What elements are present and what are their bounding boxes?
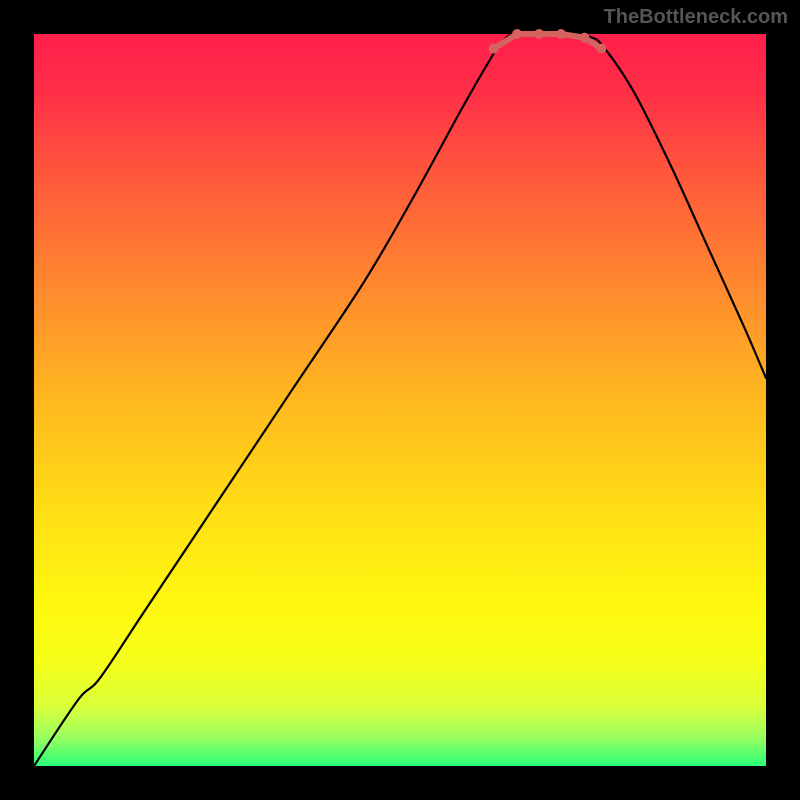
- chart-container: TheBottleneck.com: [0, 0, 800, 800]
- watermark-text: TheBottleneck.com: [604, 6, 788, 29]
- marker-dot: [512, 29, 522, 39]
- marker-dot: [534, 29, 544, 39]
- marker-dot: [579, 33, 589, 43]
- marker-dot: [596, 44, 606, 54]
- marker-dot: [556, 29, 566, 39]
- plot-background: [34, 34, 766, 766]
- chart-svg: [0, 0, 800, 800]
- marker-dot: [489, 44, 499, 54]
